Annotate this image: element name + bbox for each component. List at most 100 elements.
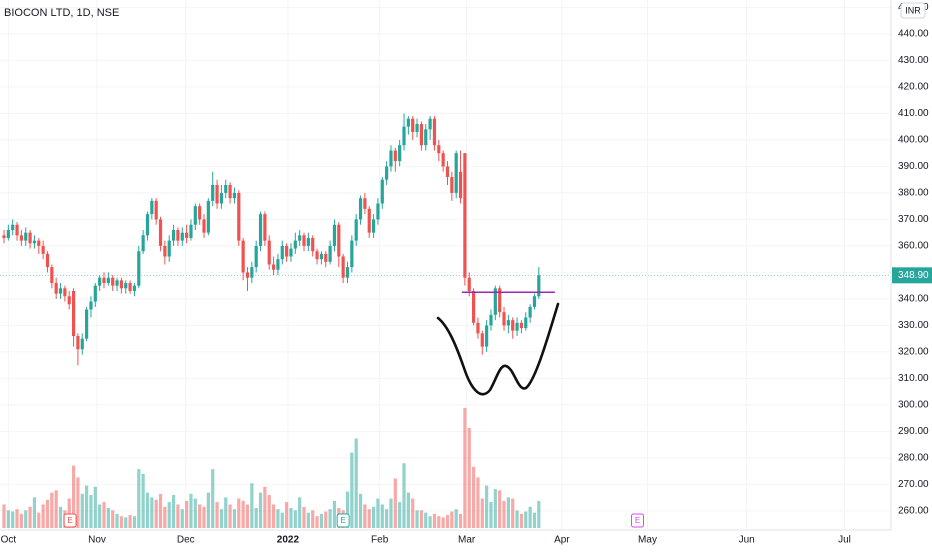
volume-bar	[24, 510, 28, 528]
volume-bar	[354, 438, 358, 528]
candle-body	[19, 235, 23, 241]
volume-bar	[415, 510, 419, 528]
candle-body	[354, 219, 358, 241]
volume-bar	[67, 498, 71, 528]
candle-body	[380, 179, 384, 204]
x-tick-label: Apr	[554, 535, 570, 546]
candle-body	[315, 251, 319, 260]
x-tick-label: Feb	[371, 535, 389, 546]
candle-body	[15, 224, 19, 236]
candle-body	[250, 267, 254, 278]
volume-bar	[350, 452, 354, 528]
volume-bar	[198, 504, 202, 528]
candle-body	[193, 206, 197, 225]
candle-body	[63, 288, 67, 297]
candle-body	[432, 118, 437, 146]
candle-body	[437, 145, 441, 154]
candle-body	[450, 177, 454, 193]
volume-bar	[54, 490, 58, 528]
candle-body	[45, 253, 50, 268]
volume-bar	[402, 463, 406, 528]
volume-bar	[193, 498, 197, 528]
candle-body	[137, 251, 141, 286]
volume-bar	[515, 510, 519, 528]
volume-bar	[80, 493, 84, 528]
event-label: E	[340, 516, 345, 525]
candle-body	[163, 245, 167, 257]
volume-bar	[267, 495, 271, 528]
y-tick-label: 330.00	[898, 320, 929, 331]
volume-bar	[511, 498, 515, 528]
candle-body	[228, 184, 232, 199]
candle-body	[298, 235, 302, 241]
volume-bar	[111, 510, 115, 528]
candle-body	[406, 118, 410, 127]
candle-body	[337, 224, 341, 257]
x-tick-label: Jun	[739, 535, 755, 546]
candle-body	[106, 277, 110, 284]
candle-body	[2, 235, 6, 238]
volume-bar	[271, 504, 276, 528]
candle-body	[98, 277, 102, 286]
y-tick-label: 310.00	[898, 373, 929, 384]
candle-body	[254, 245, 258, 268]
candle-body	[280, 245, 284, 260]
volume-bar	[454, 509, 458, 528]
volume-bar	[276, 509, 280, 528]
volume-bar	[98, 504, 102, 528]
volume-bar	[189, 493, 193, 528]
volume-bar	[119, 516, 123, 528]
candle-body	[6, 230, 10, 238]
volume-bar	[2, 504, 6, 528]
event-label: E	[635, 516, 640, 525]
candle-body	[345, 267, 350, 278]
candle-body	[350, 240, 354, 268]
candle-body	[415, 124, 419, 132]
volume-bar	[85, 485, 89, 528]
volume-bar	[180, 509, 184, 528]
candle-body	[202, 219, 206, 233]
candle-body	[493, 288, 497, 315]
volume-bar	[311, 510, 315, 528]
volume-bar	[476, 477, 480, 528]
volume-bar	[380, 504, 384, 528]
volume-bar	[245, 504, 250, 528]
candle-body	[85, 309, 89, 339]
candle-body	[76, 336, 80, 350]
candle-body	[441, 153, 445, 167]
candle-body	[224, 184, 228, 193]
candle-body	[215, 184, 219, 204]
y-tick-label: 280.00	[898, 453, 929, 464]
candle-body	[458, 171, 463, 199]
candle-body	[519, 322, 524, 329]
candle-body	[241, 240, 245, 273]
volume-bar	[280, 512, 284, 528]
candle-body	[189, 224, 193, 238]
volume-bar	[389, 498, 393, 528]
candle-body	[150, 200, 154, 215]
candle-body	[424, 129, 428, 146]
y-tick-label: 320.00	[898, 347, 929, 358]
candle-body	[393, 150, 397, 162]
volume-bar	[154, 499, 158, 528]
volume-bar	[124, 517, 128, 528]
volume-bar	[315, 516, 319, 528]
volume-bar	[506, 497, 510, 528]
candle-body	[37, 240, 41, 246]
y-tick-label: 410.00	[898, 108, 929, 119]
volume-bar	[258, 492, 263, 528]
volume-bar	[319, 513, 324, 528]
volume-bar	[285, 502, 289, 528]
x-tick-label: 2022	[277, 535, 300, 546]
candle-body	[211, 184, 215, 201]
volume-bar	[332, 500, 337, 528]
candle-body	[371, 219, 376, 233]
volume-bar	[58, 506, 63, 528]
candle-body	[480, 333, 484, 347]
candle-body	[289, 248, 293, 257]
candle-body	[502, 312, 506, 326]
candle-body	[32, 240, 37, 244]
volume-bar	[167, 502, 171, 528]
volume-bar	[537, 500, 541, 528]
